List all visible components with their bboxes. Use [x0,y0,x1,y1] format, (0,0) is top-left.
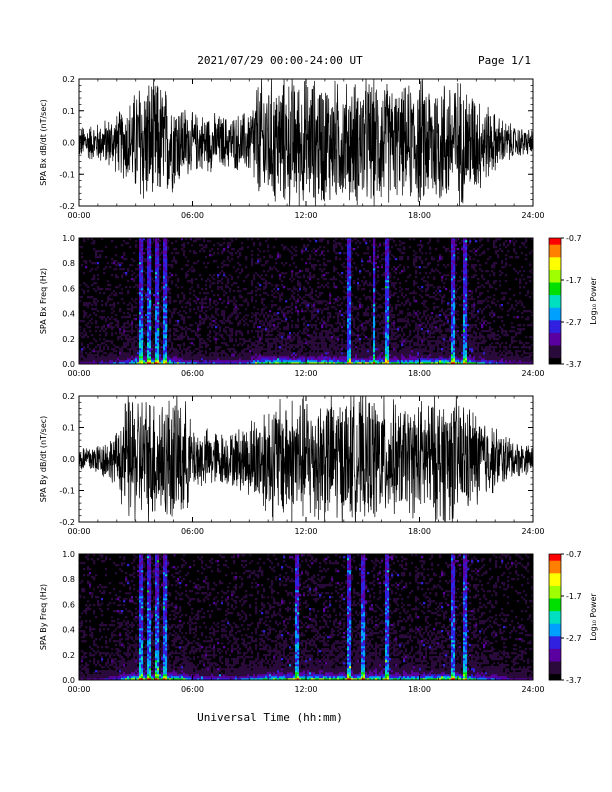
y-tick-label: 0.4 [62,310,75,319]
y-tick-label: -0.2 [59,518,75,527]
x-tick-label: 12:00 [294,685,317,694]
colorbar-tick-label: -3.7 [566,360,582,369]
colorbar-label: Log₁₀ Power [589,277,598,325]
x-tick-label: 06:00 [181,685,204,694]
x-axis-title: Universal Time (hh:mm) [197,711,343,724]
by-timeseries-axes: -0.2 -0.1 0.0 0.1 0.2 00:00 06:00 12:00 18:00 24:… [39,392,545,536]
y-tick-label: 0.0 [62,455,75,464]
colorbar-label: Log₁₀ Power [589,593,598,641]
bx-spectrogram-axes: 0.0 0.2 0.4 0.6 0.8 1.0 00:00 06:00 12:00 18:00 24… [39,234,545,378]
page-title: 2021/07/29 00:00-24:00 UT [197,54,363,67]
y-tick-label: 0.0 [62,139,75,148]
y-tick-label: 0.0 [62,676,75,685]
x-tick-label: 18:00 [408,527,431,536]
y-tick-label: 1.0 [62,550,75,559]
by-spectrogram-heatmap [79,554,534,681]
y-tick-label: 1.0 [62,234,75,243]
y-tick-label: 0.8 [62,259,75,268]
colorbar-tick-label: -2.7 [566,634,582,643]
y-axis-label: SPA By dB/dt (nT/sec) [39,416,48,503]
y-tick-label: 0.8 [62,575,75,584]
x-tick-label: 00:00 [67,369,90,378]
by-spectrogram-colorbar: -0.7 -1.7 -2.7 -3.7 Log₁₀ Power [548,550,598,685]
x-tick-label: 24:00 [521,527,544,536]
by-spectrogram-axes: 0.0 0.2 0.4 0.6 0.8 1.0 00:00 06:00 12:00 18:00 24… [39,550,545,694]
x-tick-label: 06:00 [181,527,204,536]
x-tick-label: 06:00 [181,211,204,220]
x-tick-label: 00:00 [67,211,90,220]
colorbar-tick-label: -0.7 [566,234,582,243]
y-axis-label: SPA By Freq (Hz) [39,584,48,650]
colorbar-tick-label: -2.7 [566,318,582,327]
y-tick-label: 0.4 [62,626,75,635]
y-tick-label: 0.6 [62,284,75,293]
x-tick-label: 00:00 [67,685,90,694]
x-tick-label: 24:00 [521,369,544,378]
x-tick-label: 24:00 [521,685,544,694]
bx-spectrogram-colorbar: -0.7 -1.7 -2.7 -3.7 Log₁₀ Power [548,234,598,369]
y-tick-label: 0.2 [62,392,75,401]
bx-timeseries-axes: -0.2 -0.1 0.0 0.1 0.2 00:00 06:00 12:00 18:00 24:… [39,75,545,220]
y-tick-label: -0.2 [59,202,75,211]
y-tick-label: 0.0 [62,360,75,369]
colorbar-tick-label: -0.7 [566,550,582,559]
y-tick-label: 0.6 [62,600,75,609]
x-tick-label: 18:00 [408,685,431,694]
colorbar-tick-label: -1.7 [566,276,582,285]
x-tick-label: 18:00 [408,369,431,378]
y-tick-label: 0.1 [62,424,75,433]
y-tick-label: -0.1 [59,170,75,179]
y-axis-label: SPA Bx Freq (Hz) [39,268,48,334]
x-tick-label: 12:00 [294,211,317,220]
x-tick-label: 18:00 [408,211,431,220]
x-tick-label: 00:00 [67,527,90,536]
y-tick-label: 0.2 [62,75,75,84]
x-tick-label: 12:00 [294,527,317,536]
bx-timeseries-trace [79,79,533,206]
x-tick-label: 12:00 [294,369,317,378]
x-tick-label: 06:00 [181,369,204,378]
colorbar-tick-label: -3.7 [566,676,582,685]
y-tick-label: 0.2 [62,335,75,344]
y-axis-label: SPA Bx dB/dt (nT/sec) [39,99,48,186]
y-tick-label: 0.2 [62,651,75,660]
y-tick-label: 0.1 [62,107,75,116]
bx-spectrogram-heatmap [79,238,534,365]
by-timeseries-trace [79,396,533,522]
x-tick-label: 24:00 [521,211,544,220]
y-tick-label: -0.1 [59,487,75,496]
colorbar-tick-label: -1.7 [566,592,582,601]
page-number: Page 1/1 [478,54,531,67]
